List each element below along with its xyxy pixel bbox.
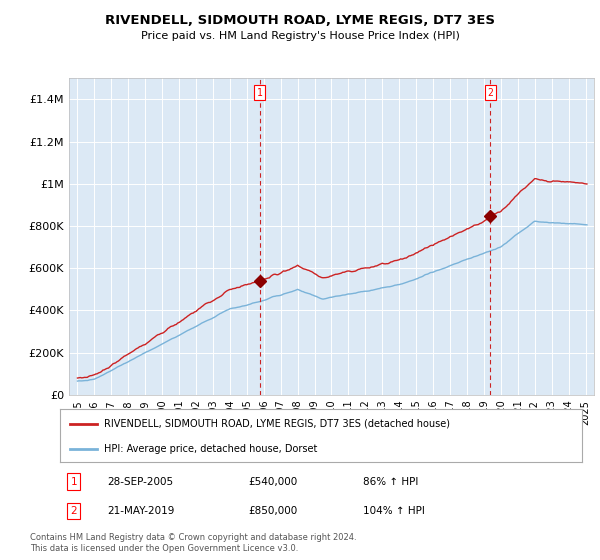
Text: Contains HM Land Registry data © Crown copyright and database right 2024.
This d: Contains HM Land Registry data © Crown c… (30, 533, 356, 553)
Text: 1: 1 (70, 477, 77, 487)
Text: 2: 2 (487, 88, 493, 98)
Text: 28-SEP-2005: 28-SEP-2005 (107, 477, 173, 487)
Text: RIVENDELL, SIDMOUTH ROAD, LYME REGIS, DT7 3ES (detached house): RIVENDELL, SIDMOUTH ROAD, LYME REGIS, DT… (104, 419, 451, 429)
Text: 104% ↑ HPI: 104% ↑ HPI (363, 506, 425, 516)
Text: 21-MAY-2019: 21-MAY-2019 (107, 506, 175, 516)
Text: £540,000: £540,000 (248, 477, 297, 487)
Text: 86% ↑ HPI: 86% ↑ HPI (363, 477, 418, 487)
Text: 1: 1 (257, 88, 262, 98)
Text: RIVENDELL, SIDMOUTH ROAD, LYME REGIS, DT7 3ES: RIVENDELL, SIDMOUTH ROAD, LYME REGIS, DT… (105, 14, 495, 27)
Text: £850,000: £850,000 (248, 506, 297, 516)
Text: Price paid vs. HM Land Registry's House Price Index (HPI): Price paid vs. HM Land Registry's House … (140, 31, 460, 41)
Text: HPI: Average price, detached house, Dorset: HPI: Average price, detached house, Dors… (104, 444, 318, 454)
Text: 2: 2 (70, 506, 77, 516)
